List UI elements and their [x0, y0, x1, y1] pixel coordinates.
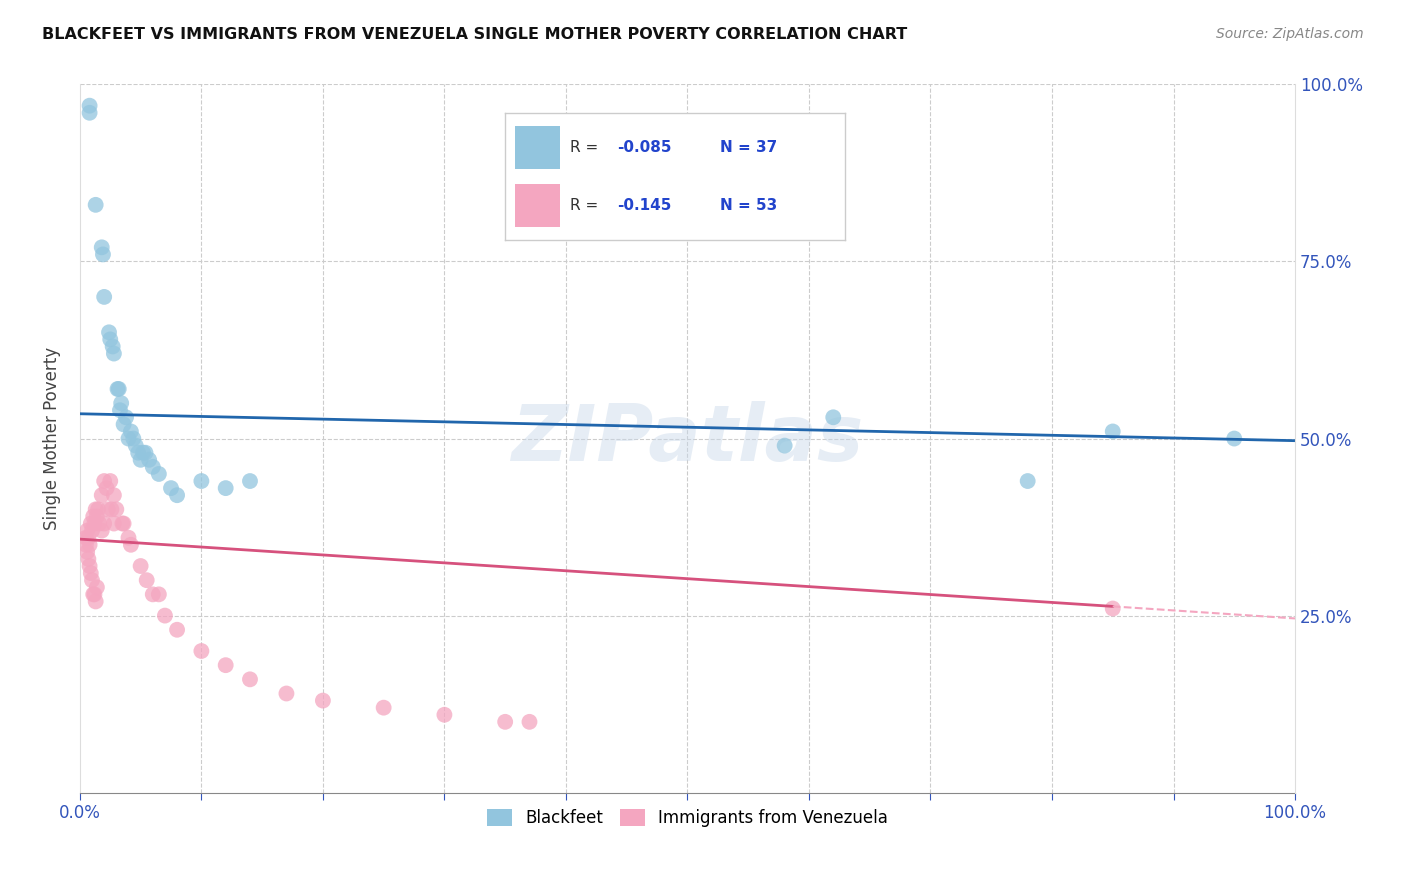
Point — [82, 587, 104, 601]
Point — [153, 608, 176, 623]
Point — [80, 524, 103, 538]
Point — [90, 524, 112, 538]
Point — [105, 502, 128, 516]
Point — [107, 382, 129, 396]
Point — [107, 382, 129, 396]
Point — [494, 714, 516, 729]
Point — [110, 396, 132, 410]
Point — [120, 425, 142, 439]
Text: Source: ZipAtlas.com: Source: ZipAtlas.com — [1216, 27, 1364, 41]
Y-axis label: Single Mother Poverty: Single Mother Poverty — [44, 347, 60, 530]
Point — [80, 566, 103, 580]
Point — [79, 559, 101, 574]
Point — [148, 587, 170, 601]
Point — [239, 474, 262, 488]
Point — [276, 686, 298, 700]
Point — [98, 474, 121, 488]
Legend: Blackfeet, Immigrants from Venezuela: Blackfeet, Immigrants from Venezuela — [481, 803, 894, 834]
Point — [76, 545, 98, 559]
Point — [1223, 432, 1246, 446]
Point — [135, 573, 157, 587]
Point — [166, 488, 188, 502]
Point — [215, 481, 238, 495]
Point — [215, 658, 238, 673]
Point — [77, 552, 100, 566]
Text: ZIPatlas: ZIPatlas — [512, 401, 863, 476]
Point — [79, 105, 101, 120]
Point — [142, 587, 165, 601]
Point — [120, 538, 142, 552]
Point — [93, 290, 115, 304]
Point — [1101, 601, 1123, 615]
Point — [91, 247, 114, 261]
Point — [86, 509, 108, 524]
Point — [84, 198, 107, 212]
Point — [138, 452, 160, 467]
Point — [97, 502, 120, 516]
Point — [86, 580, 108, 594]
Point — [108, 403, 131, 417]
Point — [132, 446, 155, 460]
Point — [103, 488, 125, 502]
Point — [84, 502, 107, 516]
Point — [77, 531, 100, 545]
Point — [112, 417, 135, 432]
Point — [89, 516, 111, 531]
Point — [84, 594, 107, 608]
Point — [75, 538, 97, 552]
Point — [80, 573, 103, 587]
Text: BLACKFEET VS IMMIGRANTS FROM VENEZUELA SINGLE MOTHER POVERTY CORRELATION CHART: BLACKFEET VS IMMIGRANTS FROM VENEZUELA S… — [42, 27, 907, 42]
Point — [1101, 425, 1123, 439]
Point — [148, 467, 170, 481]
Point — [90, 488, 112, 502]
Point — [82, 509, 104, 524]
Point — [433, 707, 456, 722]
Point — [103, 346, 125, 360]
Point — [111, 516, 134, 531]
Point — [823, 410, 845, 425]
Point — [79, 538, 101, 552]
Point — [76, 524, 98, 538]
Point — [98, 332, 121, 346]
Point — [96, 481, 118, 495]
Point — [125, 439, 148, 453]
Point — [519, 714, 541, 729]
Point — [117, 432, 139, 446]
Point — [190, 644, 212, 658]
Point — [98, 326, 121, 340]
Point — [160, 481, 183, 495]
Point — [142, 459, 165, 474]
Point — [190, 474, 212, 488]
Point — [373, 700, 395, 714]
Point — [134, 446, 156, 460]
Point — [129, 452, 152, 467]
Point — [79, 98, 101, 112]
Point — [117, 531, 139, 545]
Point — [101, 339, 124, 353]
Point — [122, 432, 145, 446]
Point — [115, 410, 138, 425]
Point — [93, 474, 115, 488]
Point — [166, 623, 188, 637]
Point — [83, 516, 105, 531]
Point — [90, 240, 112, 254]
Point — [93, 516, 115, 531]
Point — [87, 502, 110, 516]
Point — [1017, 474, 1039, 488]
Point — [239, 673, 262, 687]
Point — [127, 446, 149, 460]
Point — [312, 693, 335, 707]
Point — [129, 559, 152, 574]
Point — [80, 516, 103, 531]
Point — [100, 502, 122, 516]
Point — [112, 516, 135, 531]
Point — [75, 531, 97, 545]
Point — [773, 439, 796, 453]
Point — [83, 587, 105, 601]
Point — [103, 516, 125, 531]
